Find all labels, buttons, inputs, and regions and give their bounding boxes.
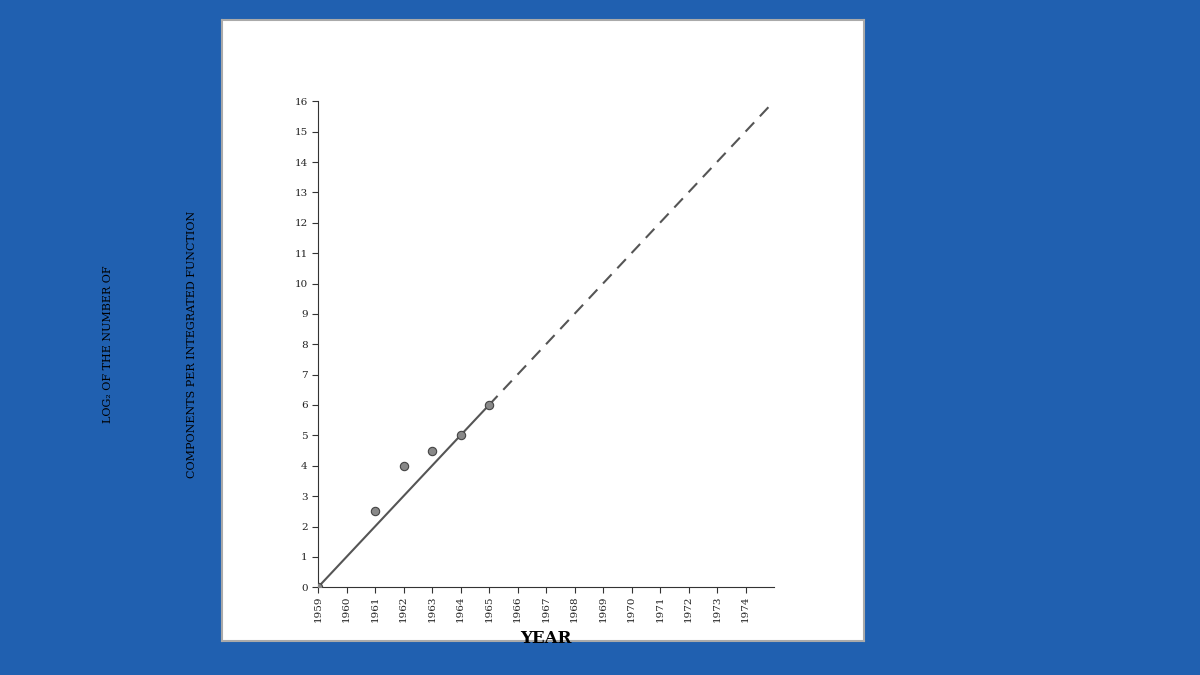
Text: LOG₂ OF THE NUMBER OF: LOG₂ OF THE NUMBER OF: [103, 265, 113, 423]
Text: COMPONENTS PER INTEGRATED FUNCTION: COMPONENTS PER INTEGRATED FUNCTION: [187, 211, 197, 478]
X-axis label: YEAR: YEAR: [521, 630, 571, 647]
